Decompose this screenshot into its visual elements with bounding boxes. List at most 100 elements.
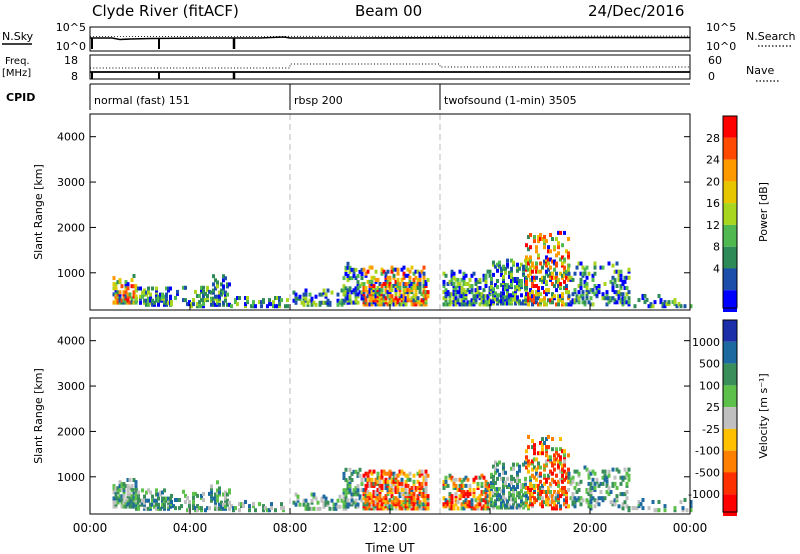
scatter-cell [392, 302, 396, 307]
freq-panel: Freq. [MHz] 18 8 60 0 Nave [2, 54, 780, 83]
scatter-cell [583, 300, 587, 305]
scatter-cell [488, 492, 492, 497]
scatter-cell [364, 286, 368, 290]
scatter-cell [510, 301, 513, 306]
scatter-cell [502, 277, 505, 281]
scatter-cell [422, 502, 426, 507]
scatter-cell [478, 494, 482, 499]
scatter-cell [354, 292, 358, 297]
scatter-cell [673, 298, 677, 303]
scatter-cell [346, 288, 350, 293]
scatter-cell [498, 299, 501, 304]
colorbar-tick-label: 500 [699, 358, 720, 371]
x-tick-label: 12:00 [373, 521, 408, 535]
scatter-cell [450, 292, 454, 297]
scatter-cell [202, 285, 205, 290]
scatter-cell [169, 496, 172, 501]
scatter-cell [460, 483, 464, 488]
scatter-cell [611, 500, 615, 505]
scatter-cell [165, 286, 168, 291]
scatter-cell [518, 464, 521, 469]
scatter-cell [190, 304, 193, 309]
scatter-cell [112, 504, 116, 509]
scatter-cell [135, 488, 138, 493]
scatter-cell [531, 290, 534, 295]
scatter-cell [344, 492, 348, 497]
scatter-cell [362, 488, 366, 492]
scatter-cell [132, 504, 136, 509]
scatter-cell [356, 471, 360, 476]
scatter-cell [476, 481, 480, 486]
scatter-cell [537, 292, 540, 297]
scatter-cell [268, 302, 271, 307]
scatter-cell [296, 498, 300, 503]
scatter-cell [120, 284, 124, 289]
scatter-cell [418, 290, 422, 295]
scatter-cell [266, 304, 269, 309]
scatter-cell [380, 288, 384, 293]
scatter-cell [559, 257, 562, 262]
scatter-cell [496, 285, 499, 290]
scatter-cell [360, 292, 364, 297]
scatter-cell [116, 490, 120, 495]
scatter-cell [139, 294, 142, 299]
scatter-cell [593, 471, 597, 476]
scatter-cell [492, 478, 495, 483]
scatter-cell [520, 293, 523, 298]
scatter-cell [226, 492, 229, 497]
scatter-cell [577, 284, 581, 288]
scatter-cell [510, 258, 513, 263]
scatter-cell [585, 275, 589, 280]
scatter-cell [362, 506, 366, 511]
scatter-cell [392, 471, 396, 476]
scatter-cell [276, 296, 279, 300]
scatter-cell [547, 496, 550, 501]
scatter-cell [472, 494, 476, 499]
scatter-cell [394, 300, 398, 305]
scatter-cell [561, 490, 564, 494]
scatter-cell [390, 504, 394, 509]
scatter-cell [551, 275, 554, 280]
scatter-cell [376, 492, 380, 497]
scatter-cell [344, 286, 348, 291]
scatter-cell [396, 483, 400, 488]
nsky-tick-bottom: 10^0 [56, 40, 86, 53]
scatter-cell [124, 280, 128, 285]
scatter-cell [386, 481, 390, 486]
scatter-cell [126, 478, 130, 482]
scatter-cell [130, 500, 134, 505]
scatter-cell [396, 498, 400, 503]
scatter-cell [386, 479, 390, 484]
scatter-cell [474, 498, 478, 503]
scatter-cell [358, 284, 362, 289]
scatter-cell [184, 493, 187, 498]
scatter-cell [362, 282, 366, 286]
scatter-cell [506, 301, 509, 306]
scatter-cell [482, 288, 486, 293]
scatter-cell [420, 292, 424, 297]
scatter-cell [248, 508, 251, 513]
scatter-cell [378, 475, 382, 480]
scatter-cell [535, 467, 538, 472]
scatter-cell [545, 453, 548, 458]
scatter-cell [683, 498, 687, 502]
scatter-cell [130, 296, 134, 301]
scatter-cell [362, 496, 366, 501]
scatter-cell [575, 498, 579, 503]
scatter-cell [549, 481, 552, 486]
scatter-cell [575, 294, 579, 299]
scatter-cell [512, 291, 515, 296]
scatter-cell [537, 286, 540, 290]
scatter-cell [474, 298, 478, 303]
scatter-cell [484, 479, 488, 484]
scatter-cell [621, 506, 625, 511]
scatter-cell [496, 262, 499, 267]
scatter-cell [539, 237, 542, 241]
scatter-cell [627, 300, 631, 305]
scatter-cell [563, 449, 566, 454]
scatter-cell [196, 493, 199, 498]
scatter-cell [553, 479, 556, 484]
scatter-cell [178, 498, 181, 502]
scatter-cell [184, 285, 187, 290]
